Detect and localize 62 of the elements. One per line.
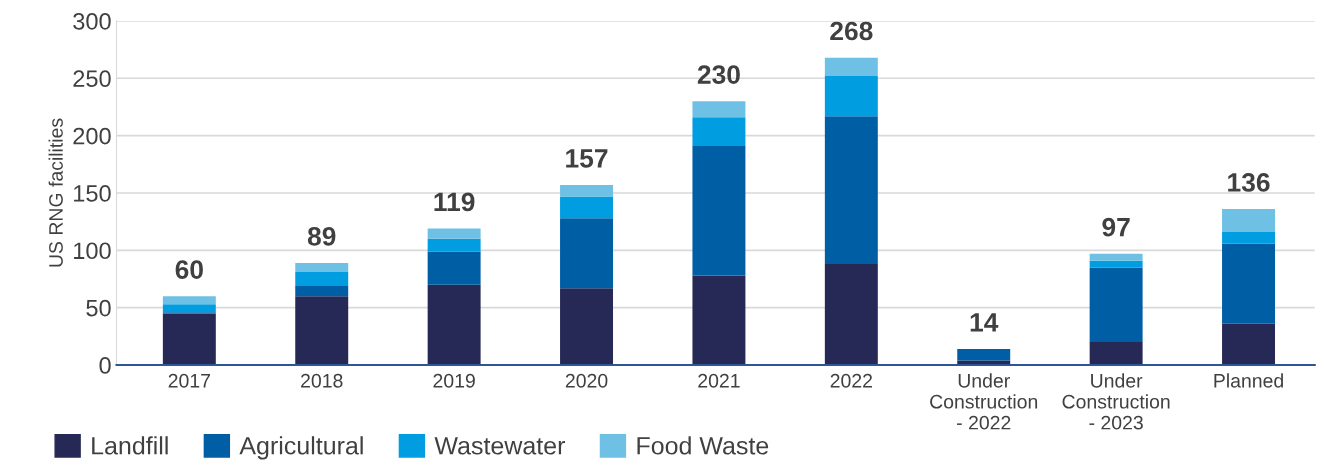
bar [560, 196, 614, 219]
bar [1089, 253, 1143, 261]
y-tick-label: 150 [74, 185, 111, 202]
total-label: 97 [1102, 217, 1130, 237]
y-axis-title: US RNG facilities [48, 118, 63, 267]
x-tick-label: 2018 [301, 373, 343, 388]
bar [824, 57, 878, 76]
x-tick-label: 2020 [565, 373, 608, 388]
bar [162, 313, 216, 366]
y-tick-label: 0 [99, 357, 111, 374]
total-label: 157 [566, 149, 608, 168]
x-tick-label: 2019 [433, 373, 475, 388]
bar [295, 296, 349, 366]
bar [427, 284, 481, 366]
bar [1222, 209, 1276, 232]
legend-label: Wastewater [434, 437, 566, 455]
x-tick-label: Under Construction - 2022 [930, 373, 1038, 430]
x-tick-label: 2017 [168, 373, 210, 388]
total-label: 89 [307, 227, 336, 246]
bar [295, 272, 349, 286]
total-label: 268 [830, 21, 873, 41]
bar [295, 262, 349, 273]
legend-label: Landfill [92, 436, 168, 455]
legend-label: Agricultural [239, 436, 363, 460]
bar [824, 116, 878, 265]
bar [824, 264, 878, 366]
y-tick-label: 100 [74, 242, 111, 260]
bar [560, 218, 614, 289]
bar [1089, 342, 1143, 366]
bar [162, 304, 216, 313]
y-tick-label: 50 [86, 299, 111, 317]
x-tick-label: Under Construction - 2023 [1062, 373, 1170, 430]
bar [427, 238, 481, 252]
bar [295, 285, 349, 297]
bar [162, 296, 216, 305]
bar [1222, 243, 1276, 324]
y-tick-label: 300 [73, 12, 111, 30]
y-tick-label: 250 [73, 70, 111, 88]
bar [1089, 267, 1143, 343]
x-tick-label: 2021 [698, 373, 740, 388]
bar [427, 251, 481, 285]
total-label: 136 [1228, 173, 1270, 192]
bar [1222, 231, 1276, 244]
y-tick-label: 200 [73, 127, 111, 145]
total-label: 230 [697, 65, 740, 84]
total-label: 60 [175, 260, 203, 279]
legend-label: Food Waste [637, 436, 769, 455]
bar [692, 117, 746, 146]
bar [427, 228, 481, 239]
bar [560, 184, 614, 197]
bar [1089, 260, 1143, 268]
total-label: 14 [970, 313, 999, 332]
bar [957, 348, 1011, 361]
bar [692, 101, 746, 118]
x-tick-label: 2022 [830, 373, 872, 388]
bar [560, 288, 614, 366]
bar [692, 145, 746, 276]
bar [1222, 323, 1276, 366]
bar [692, 275, 746, 366]
total-label: 119 [434, 192, 475, 212]
x-tick-label: Planned [1214, 373, 1283, 388]
bar [824, 75, 878, 117]
